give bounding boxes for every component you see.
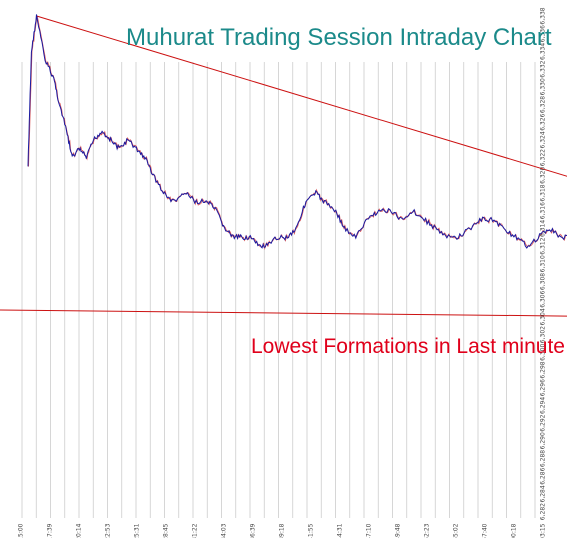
x-tick-label: 18:31:22 [192,523,199,538]
y-tick-label: 6,322 [540,149,547,166]
y-tick-label: 6,328 [540,96,547,113]
y-tick-label: 6,282 [540,503,547,520]
x-tick-label: 18:25:31 [134,523,141,538]
y-tick-label: 6,306 [540,290,547,307]
x-tick-label: 18:52:23 [424,523,431,538]
y-tick-label: 6,332 [540,60,547,77]
price-line-shadow [28,15,567,250]
y-tick-label: 6,294 [540,397,547,414]
trendline [36,15,567,177]
trendlines [0,15,567,317]
x-tick-label: 18:15:00 [18,523,25,538]
y-tick-label: 6,286 [540,467,547,484]
x-tick-label: 18:44:31 [337,523,344,538]
x-tick-label: 19:03:15 [540,523,547,538]
y-tick-label: 6,330 [540,78,547,95]
y-tick-label: 6,324 [540,131,547,148]
x-tick-label: 18:20:14 [76,523,83,538]
y-tick-label: 6,316 [540,202,547,219]
x-axis: 18:15:00 18:17:39 18:20:14 18:22:53 18:25:31… [18,523,547,538]
x-tick-label: 18:47:10 [366,523,373,538]
y-tick-label: 6,318 [540,184,547,201]
y-tick-label: 6,304 [540,308,547,325]
y-tick-label: 6,338 [540,7,547,24]
y-tick-label: 6,300 [540,344,547,361]
x-tick-label: 18:28:45 [163,523,170,538]
y-tick-label: 6,312 [540,237,547,254]
x-tick-label: 18:39:18 [279,523,286,538]
y-tick-label: 6,326 [540,113,547,130]
x-tick-label: 18:55:02 [453,523,460,538]
y-axis: 6,3386,3366,3346,3326,3306,3286,3266,324… [540,7,547,520]
y-tick-label: 6,290 [540,432,547,449]
y-tick-label: 6,302 [540,326,547,343]
y-tick-label: 6,296 [540,379,547,396]
x-tick-label: 18:17:39 [47,523,54,538]
x-tick-label: 19:00:18 [511,523,518,538]
y-tick-label: 6,308 [540,273,547,290]
chart-title: Muhurat Trading Session Intraday Chart [126,24,552,51]
x-tick-label: 18:49:48 [395,523,402,538]
x-tick-label: 18:41:55 [308,523,315,538]
vertical-grid [21,62,536,518]
y-tick-label: 6,310 [540,255,547,272]
x-tick-label: 18:22:53 [105,523,112,538]
y-tick-label: 6,298 [540,361,547,378]
x-tick-label: 18:34:03 [221,523,228,538]
y-tick-label: 6,314 [540,220,547,237]
trendline [0,309,567,317]
y-tick-label: 6,284 [540,485,547,502]
y-tick-label: 6,334 [540,43,547,60]
y-tick-label: 6,320 [540,167,547,184]
y-tick-label: 6,336 [540,25,547,42]
y-tick-label: 6,288 [540,450,547,467]
x-tick-label: 18:36:39 [250,523,257,538]
y-tick-label: 6,292 [540,414,547,431]
price-line [27,14,567,249]
annotation-lowest-formations: Lowest Formations in Last minute [251,335,565,358]
x-tick-label: 18:57:40 [482,523,489,538]
price-series [27,14,567,250]
